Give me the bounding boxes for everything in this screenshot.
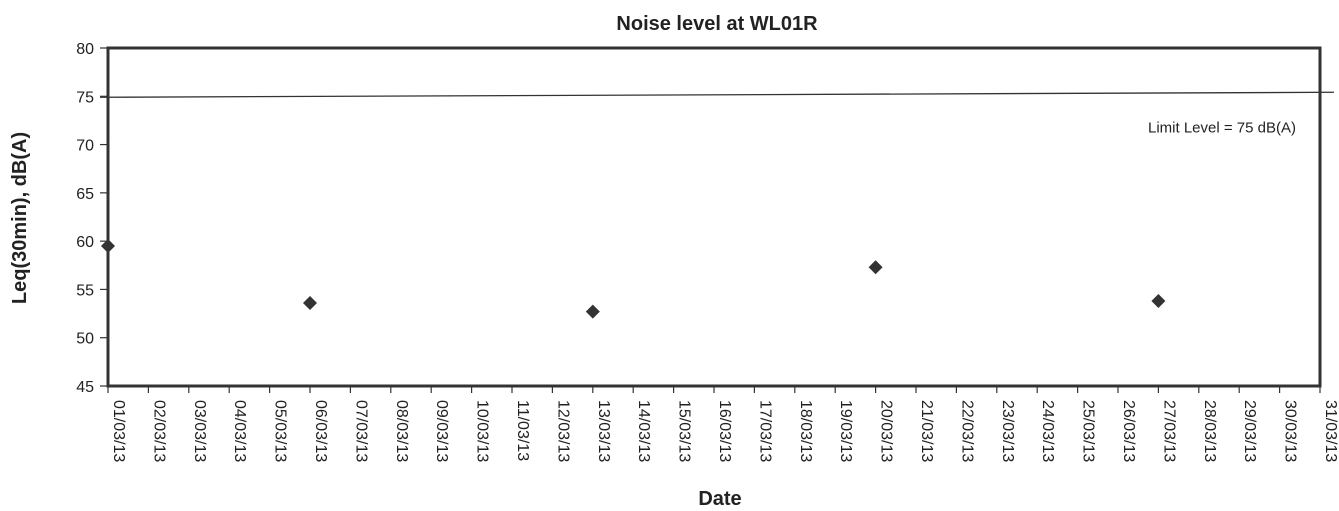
data-point [303, 295, 317, 310]
x-tick-label: 17/03/13 [756, 400, 773, 462]
x-tick-label: 18/03/13 [797, 400, 814, 462]
x-tick-label: 12/03/13 [554, 400, 571, 462]
x-tick-label: 13/03/13 [595, 400, 612, 462]
data-point [585, 304, 600, 319]
x-tick-label: 29/03/13 [1241, 400, 1258, 462]
x-tick-label: 23/03/13 [999, 400, 1016, 462]
limit-level-line [99, 91, 1335, 98]
y-tick-label: 45 [76, 379, 94, 396]
x-tick-label: 15/03/13 [676, 400, 693, 462]
x-tick-label: 28/03/13 [1201, 400, 1218, 462]
x-tick-label: 08/03/13 [393, 400, 410, 462]
y-axis: 45 50 55 60 65 70 75 80 [76, 41, 108, 396]
x-tick-label: 07/03/13 [352, 400, 369, 462]
data-point [868, 260, 883, 275]
x-tick-label: 04/03/13 [231, 400, 248, 462]
x-tick-label: 21/03/13 [918, 400, 935, 462]
chart-title: Noise level at WL01R [616, 13, 818, 35]
x-tick-label: 20/03/13 [878, 400, 895, 462]
x-tick-label: 02/03/13 [150, 400, 167, 462]
y-axis-label: Leq(30min), dB(A) [9, 132, 31, 304]
x-tick-label: 05/03/13 [272, 400, 289, 462]
y-tick-label: 65 [76, 186, 94, 203]
x-tick-label: 30/03/13 [1282, 400, 1299, 462]
x-axis: 01/03/13 02/03/13 03/03/13 04/03/13 05/03/13… [107, 386, 1339, 462]
data-points [101, 238, 1166, 319]
x-tick-label: 19/03/13 [837, 400, 854, 462]
y-tick-label: 55 [76, 282, 94, 299]
x-tick-label: 01/03/13 [110, 400, 127, 462]
x-tick-label: 06/03/13 [312, 400, 329, 462]
x-tick-label: 16/03/13 [716, 400, 733, 462]
x-tick-label: 31/03/13 [1322, 400, 1339, 462]
x-tick-label: 26/03/13 [1120, 400, 1137, 462]
limit-level-label: Limit Level = 75 dB(A) [1148, 119, 1296, 136]
y-tick-label: 60 [76, 234, 94, 251]
x-tick-label: 25/03/13 [1080, 400, 1097, 462]
x-tick-label: 11/03/13 [514, 400, 531, 461]
y-tick-label: 70 [76, 138, 94, 155]
x-tick-label: 22/03/13 [958, 400, 975, 462]
plot-frame [106, 46, 1322, 388]
x-tick-label: 10/03/13 [474, 400, 491, 462]
x-tick-label: 14/03/13 [635, 400, 652, 462]
x-tick-label: 24/03/13 [1039, 400, 1056, 462]
data-point [1151, 294, 1166, 309]
y-tick-label: 80 [76, 41, 94, 58]
x-tick-label: 27/03/13 [1160, 400, 1177, 462]
x-tick-label: 03/03/13 [191, 400, 208, 462]
x-axis-label: Date [698, 488, 741, 510]
data-point [101, 238, 115, 253]
x-tick-label: 09/03/13 [433, 400, 450, 462]
y-tick-label: 75 [76, 89, 94, 106]
y-tick-label: 50 [76, 331, 94, 348]
